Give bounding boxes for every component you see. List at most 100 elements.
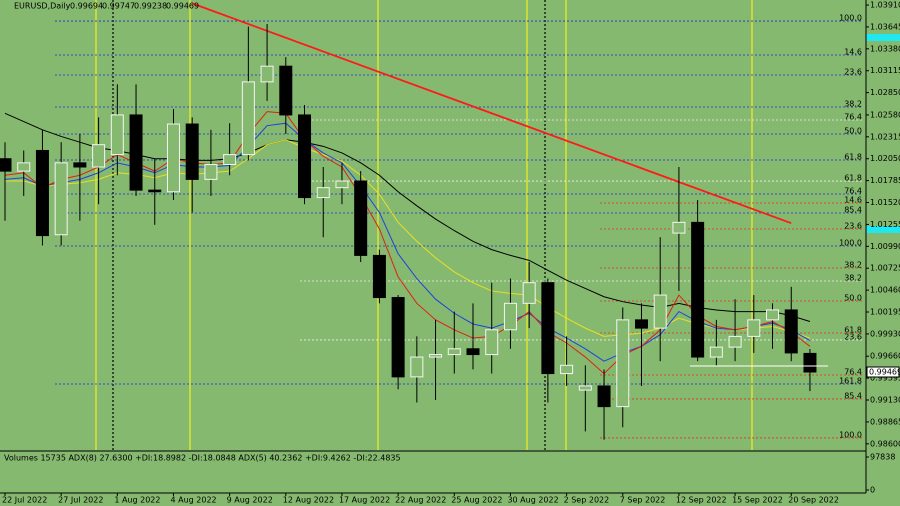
y-tick-label: 1.01255 (870, 220, 900, 229)
highlight-bar (866, 226, 900, 233)
y-tick-label: 1.02580 (870, 110, 900, 119)
candle-body (597, 385, 611, 408)
y-tick-label: 0.98600 (870, 439, 900, 448)
x-tick-label: 12 Aug 2022 (283, 496, 334, 505)
candle-body (634, 319, 648, 329)
fib-label: 23.6 (844, 68, 862, 77)
panel-tick-label: 97838 (870, 453, 895, 462)
fib-label: 23.6 (844, 221, 862, 230)
fib-label: 76.4 (844, 367, 862, 376)
y-tick-label: 1.00725 (870, 264, 900, 273)
candle-body (503, 302, 517, 331)
candle-body (204, 164, 218, 180)
y-tick-label: 0.99395 (870, 374, 900, 383)
x-tick-label: 22 Jul 2022 (2, 496, 47, 505)
y-tick-label: 1.03380 (870, 44, 900, 53)
candle-body (672, 221, 686, 234)
x-tick-label: 30 Aug 2022 (507, 496, 558, 505)
fib-label: 61.8 (844, 325, 862, 334)
candle-body (747, 319, 761, 337)
candle-body (335, 180, 349, 189)
candle-body (653, 294, 667, 329)
fib-label: 14.6 (844, 48, 862, 57)
candle-body (279, 65, 293, 116)
candle-body (17, 162, 31, 172)
candle-body (185, 123, 199, 180)
candle-body (728, 335, 742, 348)
panel-tick-label: 0 (870, 486, 875, 495)
fib-label: 85.4 (844, 391, 862, 400)
y-tick-label: 1.03645 (870, 22, 900, 31)
fib-label: 100.0 (839, 430, 862, 439)
candle-body (410, 356, 424, 378)
x-tick-label: 2 Sep 2022 (564, 496, 610, 505)
x-tick-label: 7 Sep 2022 (620, 496, 666, 505)
x-tick-label: 25 Aug 2022 (451, 496, 502, 505)
candle-body (166, 123, 180, 193)
candle-body (129, 114, 143, 191)
x-tick-label: 15 Sep 2022 (732, 496, 783, 505)
candle-body (223, 154, 237, 166)
candle-body (35, 149, 49, 237)
y-tick-label: 0.99660 (870, 352, 900, 361)
chart-title: EURUSD,Daily (14, 2, 71, 11)
y-tick-label: 1.01785 (870, 176, 900, 185)
fib-label: 61.8 (844, 174, 862, 183)
fib-label: 61.8 (844, 152, 862, 161)
fib-label: 161.8 (839, 376, 862, 385)
fib-label: 76.4 (844, 112, 862, 121)
candle-body (241, 81, 255, 156)
candle-body (429, 354, 443, 358)
y-tick-label: 1.00460 (870, 286, 900, 295)
indicator-text: Volumes 15735 ADX(8) 27.6300 +DI:18.8982… (4, 454, 401, 463)
highlight-bar (866, 34, 900, 41)
candle-body (260, 65, 274, 83)
fib-label: 76.4 (844, 187, 862, 196)
fib-label: 85.4 (844, 206, 862, 215)
y-tick-label: 0.99130 (870, 396, 900, 405)
y-tick-label: 0.99930 (870, 329, 900, 338)
x-tick-label: 9 Aug 2022 (227, 496, 273, 505)
candle-body (803, 352, 817, 373)
x-tick-label: 1 Aug 2022 (114, 496, 160, 505)
fib-label: 38.2 (844, 260, 862, 269)
current-price-box (866, 366, 900, 378)
current-price-label: 0.99469 (869, 367, 900, 376)
candle-body (709, 346, 723, 358)
candle-body (92, 144, 106, 168)
fib-label: 50.0 (844, 127, 862, 136)
y-tick-label: 0.98865 (870, 417, 900, 426)
x-tick-label: 22 Aug 2022 (395, 496, 446, 505)
candle-body (298, 114, 312, 199)
header-value: 0.99694 (70, 2, 103, 11)
candle-body (784, 309, 798, 354)
fib-label: 38.2 (844, 274, 862, 283)
y-tick-label: 1.00195 (870, 308, 900, 317)
header-value: 0.99238 (134, 2, 167, 11)
y-tick-label: 1.02050 (870, 154, 900, 163)
candle-body (485, 329, 499, 356)
candle-body (148, 189, 162, 193)
y-tick-label: 1.00990 (870, 242, 900, 251)
fib-label: 23.6 (844, 332, 862, 341)
fib-label: 50.0 (844, 294, 862, 303)
x-tick-label: 27 Jul 2022 (58, 496, 103, 505)
candle-body (354, 180, 368, 256)
fib-label: 100.0 (839, 14, 862, 23)
x-tick-label: 17 Aug 2022 (339, 496, 390, 505)
y-tick-label: 1.03115 (870, 66, 900, 75)
x-tick-label: 4 Aug 2022 (170, 496, 216, 505)
y-tick-label: 1.01520 (870, 198, 900, 207)
fib-label: 14.6 (844, 196, 862, 205)
y-tick-label: 1.02850 (870, 88, 900, 97)
fib-label: 38.2 (844, 100, 862, 109)
candle-body (766, 309, 780, 321)
header-value: 0.99469 (166, 2, 199, 11)
candle-body (541, 282, 555, 375)
candle-body (447, 348, 461, 356)
x-tick-label: 12 Sep 2022 (676, 496, 727, 505)
